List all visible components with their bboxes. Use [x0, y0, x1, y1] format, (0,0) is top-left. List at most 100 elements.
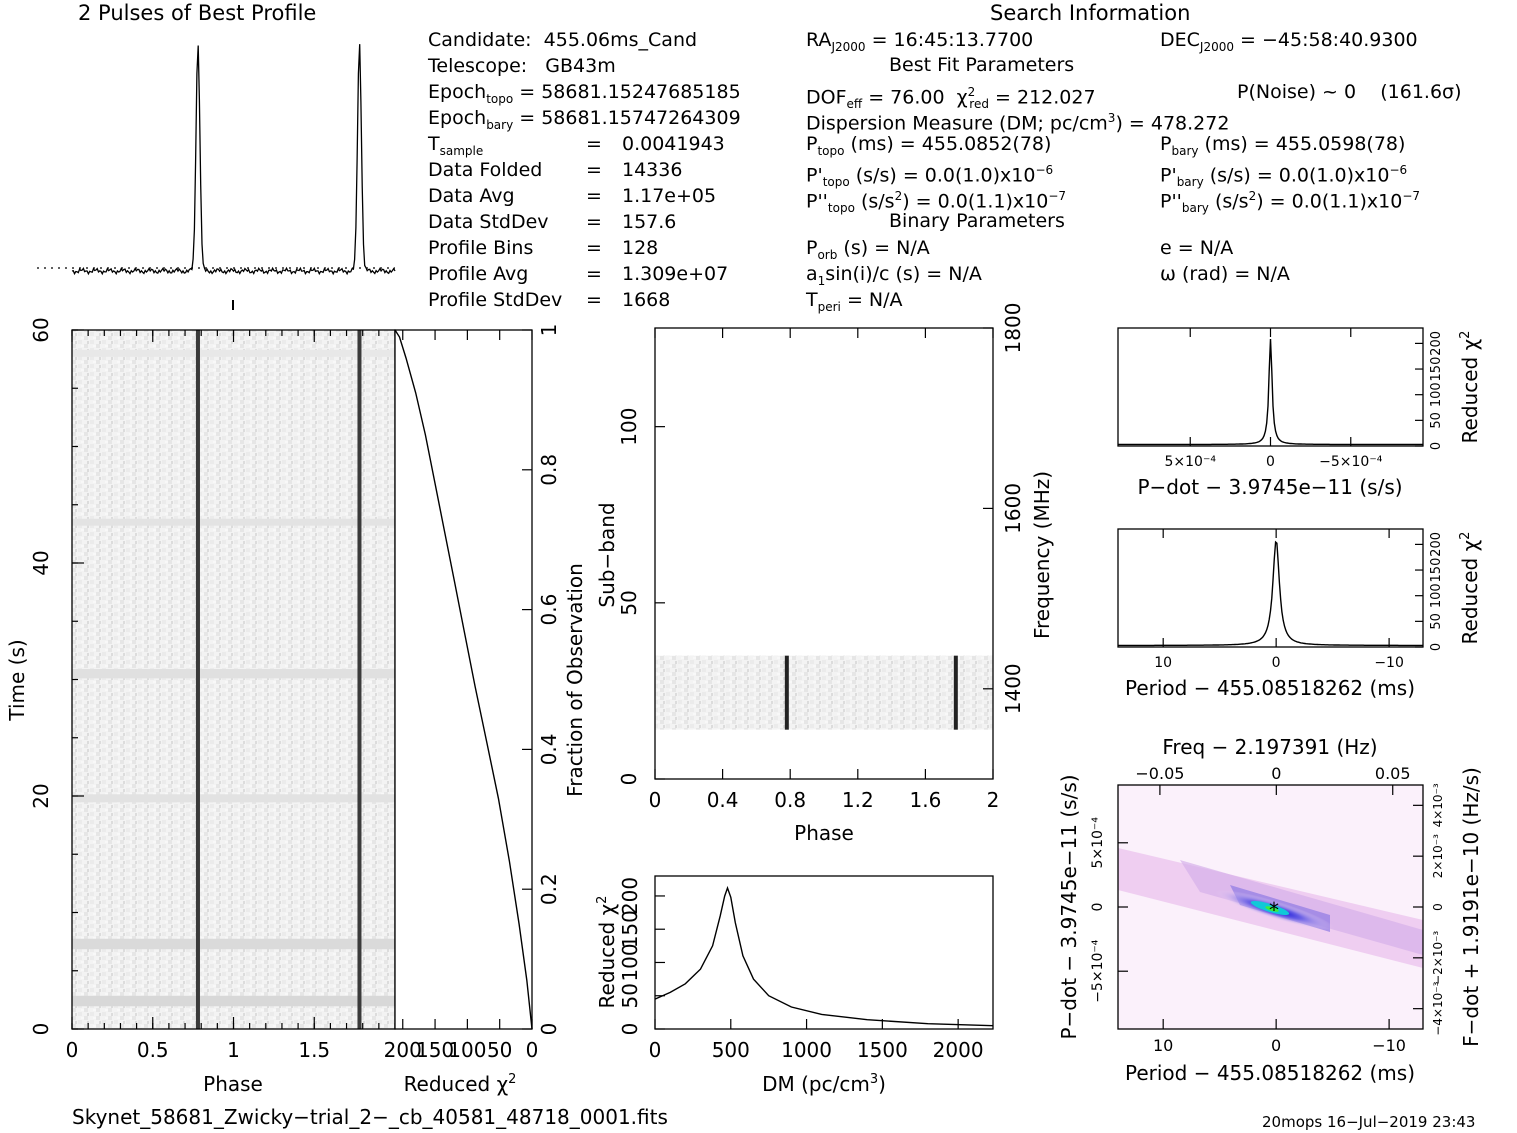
- profile-line: [71, 44, 396, 276]
- period-chi2-y-label: Reduced χ2: [1458, 532, 1482, 645]
- candidate-row: Candidate: 455.06ms_Cand: [428, 29, 698, 51]
- dm-chi2-line: [654, 885, 994, 1027]
- chi2-time-y-tick-label: 1: [537, 324, 561, 337]
- pdot-chi2-y-label: Reduced χ2: [1458, 331, 1482, 444]
- time-phase-y-label: Time (s): [5, 639, 29, 721]
- chi2-time-line: [394, 329, 533, 1030]
- subband-y-axis: 0 50 100: [617, 408, 665, 786]
- subband-data-band: [655, 655, 993, 730]
- time-phase-y-tick-label: 20: [29, 783, 53, 808]
- dm-y-tick-label: 0: [618, 1023, 642, 1036]
- pdot-chi2-line: [1118, 338, 1423, 446]
- pdot-chi2-x-tick-label: 5×10⁻⁴: [1165, 454, 1217, 470]
- p-pdot-right-tick-label: −4×10⁻³: [1431, 981, 1445, 1035]
- dm-row: Dispersion Measure (DM; pc/cm3) = 478.27…: [806, 111, 1230, 135]
- subband-x-tick-label: 0.8: [774, 788, 806, 812]
- profile-avg-eq: =: [586, 263, 602, 285]
- subband-y-label: Sub−band: [595, 502, 619, 607]
- p-pdot-x-label: Period − 455.08518262 (ms): [1125, 1061, 1415, 1085]
- data-folded-eq: =: [586, 159, 602, 181]
- p-pdot-y-axis: −5×10⁻⁴ 0 5×10⁻⁴: [1090, 817, 1128, 1003]
- chi2-time-y-tick-label: 0.4: [537, 733, 561, 765]
- profile-plot: [37, 44, 396, 276]
- subband-y-tick-label: 100: [617, 408, 641, 446]
- p-pdot-y-label: P−dot − 3.9745e−11 (s/s): [1057, 774, 1081, 1039]
- dm-x-tick-label: 1500: [857, 1038, 908, 1062]
- ptopo-row: Ptopo (ms) = 455.0852(78): [806, 133, 1052, 158]
- period-chi2-x-label: Period − 455.08518262 (ms): [1125, 676, 1415, 700]
- data-avg-eq: =: [586, 185, 602, 207]
- profile-bins-row: Profile Bins: [428, 237, 534, 259]
- time-phase-y-tick-label: 0: [29, 1023, 53, 1036]
- p-pdot-top-tick-label: 0: [1271, 764, 1281, 783]
- data-folded-row: Data Folded: [428, 159, 543, 181]
- dm-y-tick-label: 50: [618, 983, 642, 1008]
- best-fit-marker: *: [1269, 898, 1279, 922]
- profile-bins-value: 128: [622, 237, 659, 259]
- p-pdot-x-tick-label: −10: [1372, 1036, 1406, 1055]
- subband-frequency-tick-label: 1400: [1001, 663, 1025, 714]
- chi2-time-y-tick-label: 0.2: [537, 873, 561, 905]
- p-pdot-plane-plot: * 10 0 −10 −0.05 0 0.05 −5×10⁻⁴ 0 5×10⁻⁴ 4×10⁻…: [1057, 735, 1483, 1085]
- time-phase-pulses: [195, 330, 362, 1029]
- period-chi2-y-tick-label: 200: [1429, 532, 1444, 557]
- ra-row: RAJ2000 = 16:45:13.7700: [806, 29, 1034, 54]
- omega-row: ω (rad) = N/A: [1160, 263, 1290, 285]
- dm-y-tick-label: 200: [618, 877, 642, 915]
- tperi-row: Tperi = N/A: [806, 289, 903, 314]
- subband-frequency-label: Frequency (MHz): [1030, 471, 1054, 639]
- pnoise-row: P(Noise) ~ 0 (161.6σ): [1237, 81, 1462, 103]
- time-phase-x-tick-label: 0: [66, 1038, 79, 1062]
- p-pdot-right-axis: 4×10⁻³ 2×10⁻³ 0 −2×10⁻³−4×10⁻³: [1413, 783, 1445, 1036]
- dm-x-tick-label: 2000: [933, 1038, 984, 1062]
- tsample-eq: =: [586, 133, 602, 155]
- time-phase-x-tick-label: 0.5: [137, 1038, 169, 1062]
- period-chi2-line: [1118, 540, 1423, 647]
- period-chi2-y-tick-label: 0: [1429, 643, 1444, 651]
- subband-x-tick-label: 0.4: [707, 788, 739, 812]
- pdot-bary-row: P'bary (s/s) = 0.0(1.0)x10−6: [1160, 163, 1408, 190]
- p-pdot-top-axis: −0.05 0 0.05: [1135, 764, 1411, 795]
- time-band: [72, 518, 395, 526]
- profile-bins-eq: =: [586, 237, 602, 259]
- filename: Skynet_58681_Zwicky−trial_2−_cb_40581_48…: [72, 1105, 668, 1129]
- subband-y-tick-label: 0: [617, 773, 641, 786]
- p-pdot-right-tick-label: 0: [1431, 903, 1445, 911]
- chi2-time-y-tick-label: 0.8: [537, 454, 561, 486]
- subband-frequency-tick-label: 1600: [1001, 483, 1025, 534]
- a1-row: a1sin(i)/c (s) = N/A: [806, 263, 982, 288]
- period-chi2-y-tick-label: 50: [1429, 613, 1444, 630]
- period-chi2-y-tick-label: 150: [1429, 558, 1444, 583]
- p-pdot-right-label: F−dot + 1.9191e−10 (Hz/s): [1459, 767, 1483, 1047]
- tsample-value: 0.0041943: [622, 133, 725, 155]
- time-phase-x-tick-label: 1: [227, 1038, 240, 1062]
- dof-row: DOFeff = 76.00 χ2red = 212.027: [806, 85, 1096, 112]
- subband-x-tick-label: 0: [649, 788, 662, 812]
- subband-x-axis: 0 0.4 0.8 1.2 1.6 2: [649, 328, 1000, 812]
- data-avg-row: Data Avg: [428, 185, 515, 207]
- subband-phase-plot: 0 0.4 0.8 1.2 1.6 2 0 50 100 1400 1600 1800 Phase…: [595, 303, 1054, 845]
- dm-y-tick-label: 150: [618, 910, 642, 948]
- binary-title: Binary Parameters: [889, 210, 1065, 232]
- pddot-bary-row: P''bary (s/s2) = 0.0(1.1)x10−7: [1160, 189, 1421, 216]
- dm-x-tick-label: 1000: [781, 1038, 832, 1062]
- pdot-chi2-x-tick-label: 0: [1266, 454, 1275, 470]
- dm-y-tick-label: 100: [618, 943, 642, 981]
- dm-x-tick-label: 0: [649, 1038, 662, 1062]
- pdot-chi2-y-tick-label: 0: [1429, 442, 1444, 450]
- subband-x-tick-label: 2: [987, 788, 1000, 812]
- dm-x-label: DM (pc/cm3): [762, 1072, 886, 1096]
- subband-pulses: [784, 655, 958, 730]
- dm-x-axis: 0 500 1000 1500 2000: [649, 1019, 984, 1062]
- period-chi2-x-tick-label: 0: [1272, 655, 1281, 671]
- pdot-chi2-y-tick-label: 150: [1429, 357, 1444, 382]
- p-pdot-top-label: Freq − 2.197391 (Hz): [1162, 735, 1377, 759]
- p-pdot-right-tick-label: −2×10⁻³: [1431, 931, 1445, 985]
- profile-avg-row: Profile Avg: [428, 263, 529, 285]
- dec-row: DECJ2000 = −45:58:40.9300: [1160, 29, 1418, 54]
